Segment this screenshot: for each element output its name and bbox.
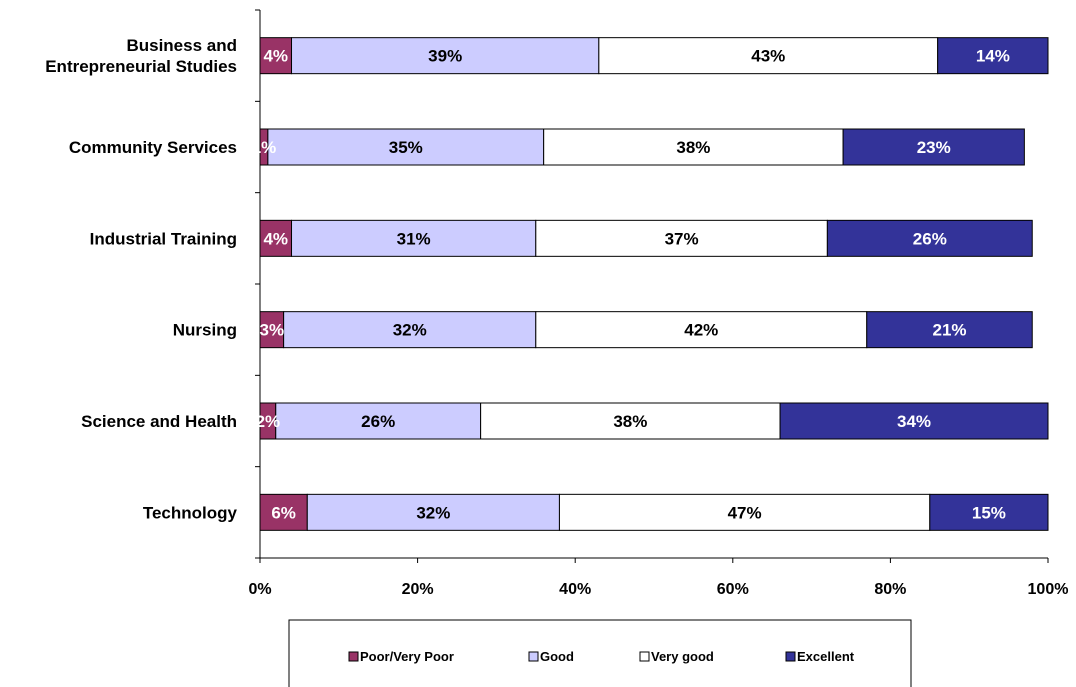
category-label: Community Services bbox=[69, 138, 237, 157]
data-label: 1% bbox=[252, 138, 277, 157]
data-label: 38% bbox=[613, 412, 647, 431]
bar-segment bbox=[259, 493, 308, 531]
data-label: 42% bbox=[684, 321, 718, 340]
legend-swatch bbox=[639, 651, 650, 662]
legend-swatch bbox=[785, 651, 796, 662]
x-tick-labels: 0% 20% 40% 60% 80% 100% bbox=[248, 581, 1068, 598]
bar-segment bbox=[842, 128, 1025, 166]
bar-segment bbox=[535, 219, 828, 257]
bar-segment bbox=[826, 219, 1033, 257]
legend: Poor/Very Poor Good Very good Excellent bbox=[288, 619, 912, 687]
bar-segment bbox=[558, 493, 931, 531]
bar-segment bbox=[937, 37, 1049, 75]
bar-row: 4% 31% 37% 26% bbox=[259, 219, 1033, 257]
category-label: Technology bbox=[143, 503, 238, 522]
data-label: 47% bbox=[728, 503, 762, 522]
x-tick-label: 40% bbox=[559, 581, 591, 598]
bar-segment bbox=[267, 128, 545, 166]
x-tick-label: 80% bbox=[874, 581, 906, 598]
data-label: 37% bbox=[665, 229, 699, 248]
x-tick-label: 20% bbox=[402, 581, 434, 598]
legend-items: Poor/Very Poor Good Very good Excellent bbox=[348, 649, 855, 664]
bars: 4% 39% 43% 14% 1% 35% 38% 23% 4% 31% 37% 26% 3% 32% 42… bbox=[252, 37, 1049, 531]
bar-segment bbox=[543, 128, 844, 166]
category-labels: Business and Entrepreneurial Studies Commu… bbox=[45, 36, 237, 522]
x-tick-label: 60% bbox=[717, 581, 749, 598]
data-label: 43% bbox=[751, 47, 785, 66]
data-label: 34% bbox=[897, 412, 931, 431]
bar-segment bbox=[259, 37, 293, 75]
category-label: Nursing bbox=[173, 321, 237, 340]
category-label: Business and Entrepreneurial Studies bbox=[45, 36, 237, 76]
bar-segment bbox=[535, 311, 868, 349]
data-label: 26% bbox=[913, 229, 947, 248]
data-label: 2% bbox=[256, 412, 281, 431]
bar-segment bbox=[598, 37, 939, 75]
category-label: Science and Health bbox=[81, 412, 237, 431]
data-label: 6% bbox=[271, 503, 296, 522]
bar-row: 1% 35% 38% 23% bbox=[252, 128, 1025, 166]
legend-label: Very good bbox=[651, 649, 714, 664]
data-label: 35% bbox=[389, 138, 423, 157]
data-label: 23% bbox=[917, 138, 951, 157]
bar-row: 2% 26% 38% 34% bbox=[256, 402, 1049, 440]
bar-segment bbox=[866, 311, 1033, 349]
data-label: 26% bbox=[361, 412, 395, 431]
bar-segment bbox=[283, 311, 537, 349]
data-label: 3% bbox=[260, 321, 285, 340]
x-tick-label: 100% bbox=[1028, 581, 1069, 598]
bar-row: 4% 39% 43% 14% bbox=[259, 37, 1049, 75]
data-label: 4% bbox=[263, 47, 288, 66]
bar-segment bbox=[480, 402, 781, 440]
data-label: 31% bbox=[397, 229, 431, 248]
legend-item: Excellent bbox=[785, 649, 855, 664]
legend-item: Poor/Very Poor bbox=[348, 649, 454, 664]
legend-item: Good bbox=[528, 649, 574, 664]
legend-label: Poor/Very Poor bbox=[360, 649, 454, 664]
legend-label: Excellent bbox=[797, 649, 855, 664]
data-label: 38% bbox=[676, 138, 710, 157]
data-label: 4% bbox=[263, 229, 288, 248]
legend-swatch bbox=[528, 651, 539, 662]
data-label: 32% bbox=[416, 503, 450, 522]
data-label: 32% bbox=[393, 321, 427, 340]
bar-segment bbox=[929, 493, 1049, 531]
legend-item: Very good bbox=[639, 649, 714, 664]
legend-swatch bbox=[348, 651, 359, 662]
bar-row: 3% 32% 42% 21% bbox=[259, 311, 1033, 349]
bar-segment bbox=[306, 493, 560, 531]
axes bbox=[255, 9, 1049, 563]
bar-segment bbox=[779, 402, 1049, 440]
data-label: 39% bbox=[428, 47, 462, 66]
bar-segment bbox=[291, 219, 537, 257]
legend-box bbox=[288, 619, 912, 687]
legend-label: Good bbox=[540, 649, 574, 664]
data-label: 15% bbox=[972, 503, 1006, 522]
bar-row: 6% 32% 47% 15% bbox=[259, 493, 1049, 531]
data-label: 21% bbox=[932, 321, 966, 340]
bar-segment bbox=[275, 402, 482, 440]
category-label: Industrial Training bbox=[90, 229, 237, 248]
data-label: 14% bbox=[976, 47, 1010, 66]
x-tick-label: 0% bbox=[248, 581, 271, 598]
